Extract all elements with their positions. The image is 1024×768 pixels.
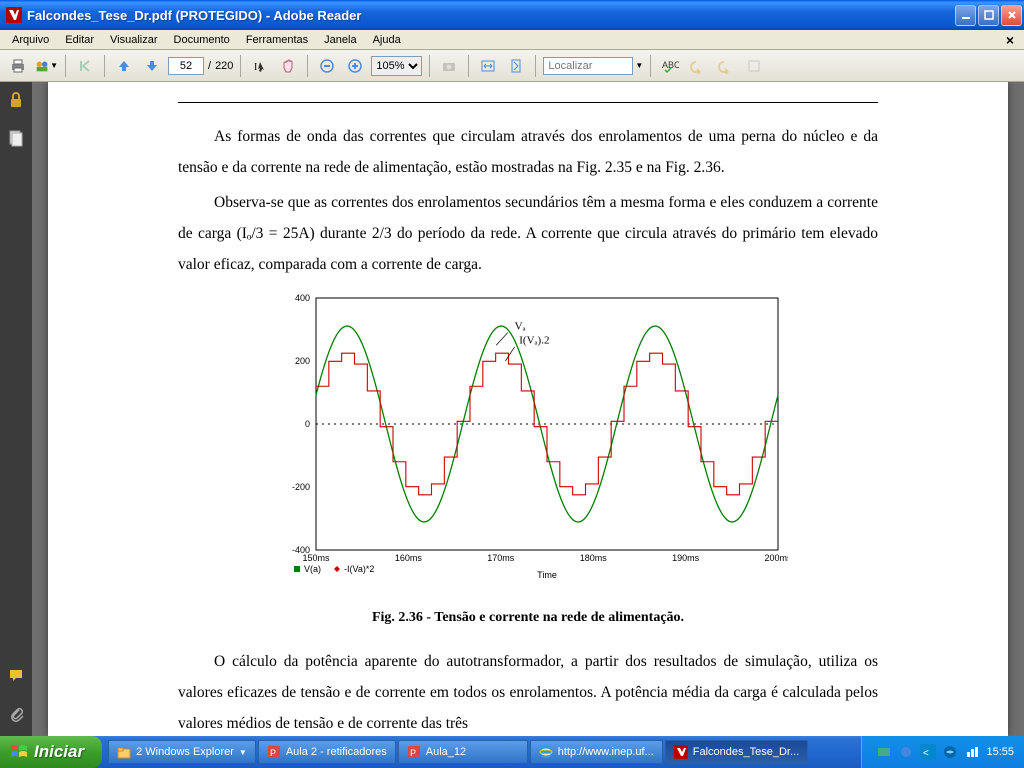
zoom-in-button[interactable] (343, 54, 367, 78)
sign-button[interactable] (742, 54, 766, 78)
lock-icon[interactable] (6, 90, 26, 110)
undo-button[interactable] (686, 54, 710, 78)
svg-text:400: 400 (295, 293, 310, 303)
svg-text:-200: -200 (292, 482, 310, 492)
svg-text:170ms: 170ms (487, 553, 515, 563)
pdf-page: As formas de onda das correntes que circ… (48, 82, 1008, 736)
page-total: 220 (215, 60, 233, 72)
collaborate-button[interactable]: ▼ (34, 54, 58, 78)
figure-chart: -400-2000200400150ms160ms170ms180ms190ms… (268, 288, 788, 598)
page-up-button[interactable] (112, 54, 136, 78)
svg-text:160ms: 160ms (395, 553, 423, 563)
svg-text:I: I (254, 62, 257, 73)
svg-text:190ms: 190ms (672, 553, 700, 563)
select-tool-button[interactable]: I (248, 54, 272, 78)
paragraph-3: O cálculo da potência aparente do autotr… (178, 646, 878, 736)
close-button[interactable] (1001, 5, 1022, 26)
pages-icon[interactable] (6, 128, 26, 148)
menu-ajuda[interactable]: Ajuda (365, 32, 409, 48)
svg-text:-I(Va)*2: -I(Va)*2 (344, 564, 374, 574)
page-number-input[interactable] (168, 57, 204, 75)
hand-tool-button[interactable] (276, 54, 300, 78)
search-input[interactable] (543, 57, 633, 75)
figure-caption: Fig. 2.36 - Tensão e corrente na rede de… (178, 604, 878, 632)
paragraph-1: As formas de onda das correntes que circ… (178, 121, 878, 183)
svg-text:180ms: 180ms (580, 553, 608, 563)
taskbar-button[interactable]: http://www.inep.uf... (530, 740, 663, 764)
system-tray[interactable]: < 15:55 (861, 736, 1024, 768)
tray-icon-1[interactable] (876, 744, 892, 760)
svg-text:P: P (270, 748, 276, 758)
spellcheck-button[interactable]: ABC (658, 54, 682, 78)
paragraph-2: Observa-se que as correntes dos enrolame… (178, 187, 878, 280)
clock[interactable]: 15:55 (986, 746, 1014, 758)
fit-width-button[interactable] (476, 54, 500, 78)
app-icon (6, 7, 22, 23)
menu-close-x[interactable]: × (1000, 32, 1020, 48)
tray-icon-4[interactable] (942, 744, 958, 760)
svg-text:I(Vₐ).2: I(Vₐ).2 (519, 335, 549, 347)
svg-text:Time: Time (537, 570, 557, 580)
minimize-button[interactable] (955, 5, 976, 26)
taskbar-button[interactable]: Falcondes_Tese_Dr... (665, 740, 808, 764)
svg-text:150ms: 150ms (302, 553, 330, 563)
start-button[interactable]: Iniciar (0, 736, 102, 768)
zoom-select[interactable]: 105% (371, 56, 422, 76)
tray-icon-2[interactable] (898, 744, 914, 760)
zoom-out-button[interactable] (315, 54, 339, 78)
menu-ferramentas[interactable]: Ferramentas (238, 32, 316, 48)
start-label: Iniciar (34, 742, 84, 762)
menu-editar[interactable]: Editar (57, 32, 102, 48)
nav-first-button[interactable] (73, 54, 97, 78)
menu-documento[interactable]: Documento (166, 32, 238, 48)
attachment-icon[interactable] (6, 704, 26, 724)
document-area[interactable]: As formas de onda das correntes que circ… (32, 82, 1024, 736)
svg-text:<: < (923, 748, 929, 759)
taskbar: Iniciar 2 Windows Explorer ▼PAula 2 - re… (0, 736, 1024, 768)
windows-logo-icon (10, 744, 28, 760)
tray-icon-5[interactable] (964, 744, 980, 760)
menu-arquivo[interactable]: Arquivo (4, 32, 57, 48)
svg-text:200ms: 200ms (764, 553, 788, 563)
svg-text:0: 0 (305, 419, 310, 429)
maximize-button[interactable] (978, 5, 999, 26)
taskbar-button[interactable]: PAula_12 (398, 740, 528, 764)
page-down-button[interactable] (140, 54, 164, 78)
taskbar-button[interactable]: PAula 2 - retificadores (258, 740, 396, 764)
taskbar-button[interactable]: 2 Windows Explorer ▼ (108, 740, 256, 764)
window-title: Falcondes_Tese_Dr.pdf (PROTEGIDO) - Adob… (27, 8, 955, 23)
redo-button[interactable] (714, 54, 738, 78)
svg-text:Vₐ: Vₐ (515, 321, 526, 333)
title-bar: Falcondes_Tese_Dr.pdf (PROTEGIDO) - Adob… (0, 0, 1024, 30)
svg-text:200: 200 (295, 356, 310, 366)
fit-page-button[interactable] (504, 54, 528, 78)
menu-janela[interactable]: Janela (316, 32, 364, 48)
tray-icon-3[interactable]: < (920, 744, 936, 760)
snapshot-button[interactable] (437, 54, 461, 78)
comment-icon[interactable] (6, 666, 26, 686)
toolbar: ▼ / 220 I 105% ▼ ABC (0, 50, 1024, 82)
print-button[interactable] (6, 54, 30, 78)
svg-text:P: P (410, 748, 416, 758)
menu-visualizar[interactable]: Visualizar (102, 32, 166, 48)
svg-text:V(a): V(a) (304, 564, 321, 574)
menu-bar: Arquivo Editar Visualizar Documento Ferr… (0, 30, 1024, 50)
page-sep: / (208, 60, 211, 72)
nav-sidebar (0, 82, 32, 736)
